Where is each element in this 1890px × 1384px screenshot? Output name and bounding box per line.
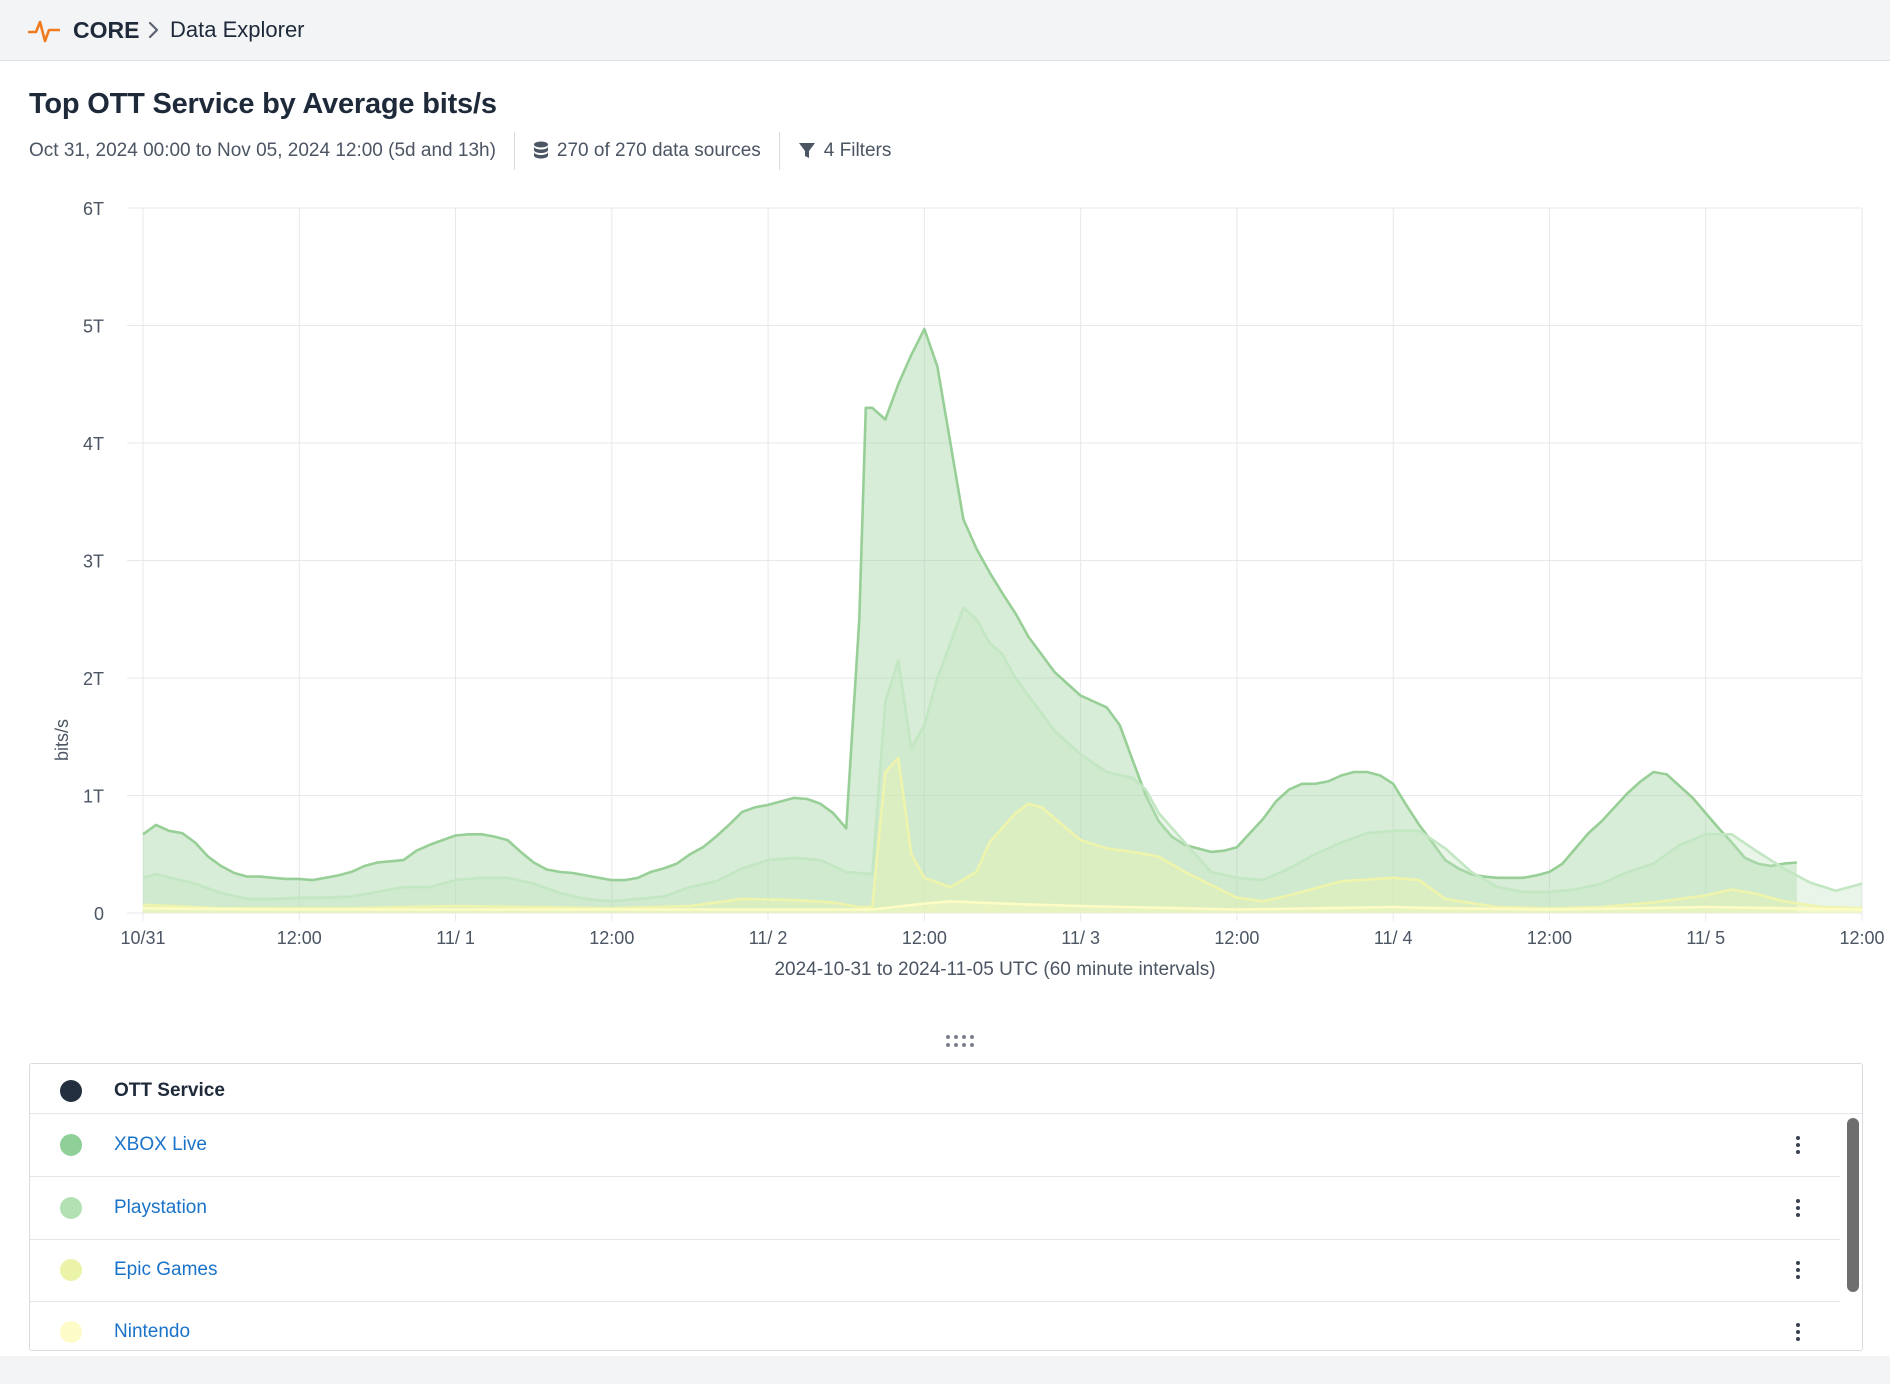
chevron-right-icon (148, 21, 159, 39)
x-tick-label: 12:00 (277, 928, 322, 948)
column-header-ott-service[interactable]: OTT Service (114, 1080, 225, 1101)
filters-label: 4 Filters (823, 140, 892, 161)
chart-grid (127, 207, 1863, 921)
series-link[interactable]: XBOX Live (114, 1134, 207, 1155)
x-tick-label: 12:00 (1839, 928, 1884, 948)
pulse-logo-icon[interactable] (28, 16, 60, 46)
table-row: Playstation (30, 1177, 1840, 1240)
area-epic-games (143, 757, 1862, 913)
top-bar: CORE Data Explorer (0, 0, 1890, 61)
x-tick-label: 11/ 5 (1686, 928, 1725, 948)
y-tick-label: 0 (94, 904, 104, 924)
table-row: Epic Games (30, 1239, 1840, 1302)
y-tick-label: 3T (83, 552, 104, 572)
time-range[interactable]: Oct 31, 2024 00:00 to Nov 05, 2024 12:00… (29, 140, 496, 161)
y-tick-label: 2T (83, 669, 104, 689)
meta-divider (778, 132, 780, 170)
x-tick-label: 11/ 4 (1374, 928, 1413, 948)
data-sources-label: 270 of 270 data sources (556, 140, 761, 161)
more-vertical-icon[interactable] (1792, 1132, 1804, 1158)
series-table: OTT Service XBOX Live Playstation Epic G… (29, 1063, 1863, 1351)
line-playstation (142, 606, 1863, 903)
x-tick-label: 10/31 (120, 928, 165, 948)
header-color-dot (60, 1080, 82, 1102)
table-row: XBOX Live (30, 1114, 1840, 1177)
filter-icon (798, 143, 815, 158)
x-tick-label: 11/ 3 (1061, 928, 1100, 948)
brand-name[interactable]: CORE (73, 17, 140, 43)
area-playstation (143, 607, 1862, 913)
line-xbox-live (142, 327, 1798, 882)
y-axis-ticks: 0 1T 2T 3T 4T 5T 6T (83, 199, 104, 924)
x-tick-label: 12:00 (1214, 928, 1259, 948)
area-xbox-live (143, 329, 1797, 913)
more-vertical-icon[interactable] (1792, 1257, 1804, 1283)
x-tick-label: 12:00 (902, 928, 947, 948)
table-header: OTT Service (30, 1064, 1862, 1114)
x-axis-ticks: 10/31 12:00 11/ 1 12:00 11/ 2 12:00 11/ 3 12:00… (120, 928, 1884, 948)
chart-areas (142, 327, 1863, 913)
series-color-dot (60, 1197, 82, 1219)
x-tick-label: 11/ 2 (749, 928, 788, 948)
data-sources[interactable]: 270 of 270 data sources (515, 140, 779, 162)
series-link[interactable]: Nintendo (114, 1321, 191, 1342)
line-nintendo (142, 900, 1863, 911)
table-row: Nintendo (30, 1301, 1840, 1350)
more-vertical-icon[interactable] (1792, 1195, 1804, 1221)
line-epic-games (142, 756, 1863, 910)
y-tick-label: 6T (83, 199, 104, 219)
breadcrumb[interactable]: Data Explorer (170, 17, 305, 42)
database-icon (533, 141, 548, 159)
x-tick-label: 12:00 (589, 928, 634, 948)
x-tick-label: 12:00 (1527, 928, 1572, 948)
y-tick-label: 1T (83, 787, 104, 807)
series-link[interactable]: Playstation (114, 1197, 207, 1218)
y-tick-label: 5T (83, 317, 104, 337)
series-link[interactable]: Epic Games (114, 1259, 218, 1280)
drag-handle-icon[interactable] (945, 1034, 977, 1048)
series-color-dot (60, 1321, 82, 1343)
x-axis-label: 2024-10-31 to 2024-11-05 UTC (60 minute … (774, 959, 1215, 980)
series-color-dot (60, 1259, 82, 1281)
page-footer-strip (0, 1356, 1890, 1384)
y-tick-label: 4T (83, 434, 104, 454)
query-meta-bar: Oct 31, 2024 00:00 to Nov 05, 2024 12:00… (29, 132, 910, 170)
series-color-dot (60, 1134, 82, 1156)
x-tick-label: 11/ 1 (436, 928, 475, 948)
page-title: Top OTT Service by Average bits/s (29, 88, 497, 120)
table-scrollbar[interactable] (1847, 1118, 1859, 1292)
meta-divider (513, 132, 515, 170)
filters[interactable]: 4 Filters (780, 140, 910, 162)
more-vertical-icon[interactable] (1792, 1319, 1804, 1345)
y-axis-label: bits/s (52, 719, 72, 761)
